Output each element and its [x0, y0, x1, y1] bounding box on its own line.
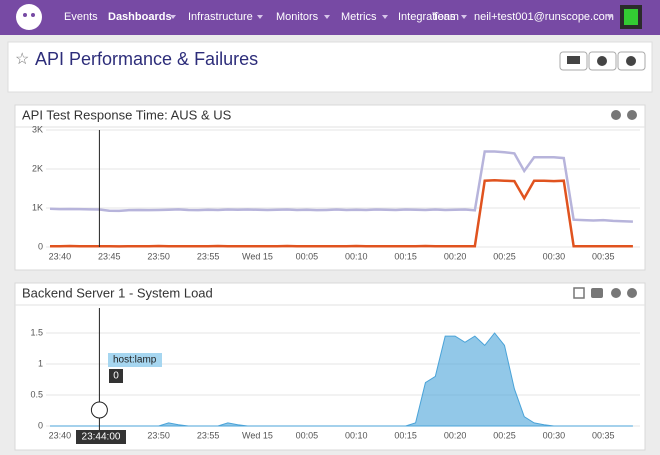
- nav-item[interactable]: Integrations: [398, 11, 456, 23]
- widget-settings[interactable]: [611, 110, 621, 120]
- y-tick-label: 0: [38, 241, 43, 251]
- star-icon[interactable]: ☆: [15, 51, 29, 68]
- y-tick-label: 0: [38, 420, 43, 430]
- tv-icon: [567, 56, 580, 64]
- series-line: [50, 179, 633, 248]
- tooltip-label: host:lamp: [113, 355, 157, 366]
- nav-item[interactable]: Infrastructure: [188, 11, 253, 23]
- tooltip-value: 0: [113, 371, 119, 382]
- y-tick-label: 1: [38, 358, 43, 368]
- nav-item[interactable]: Events: [64, 11, 98, 23]
- caret: [607, 15, 613, 19]
- logo-eye: [23, 13, 27, 17]
- x-tick-label: 23:45: [98, 251, 121, 261]
- tooltip-time: 23:44:00: [82, 432, 121, 443]
- x-tick-label: 23:55: [197, 251, 220, 261]
- dashboard-title: API Performance & Failures: [35, 49, 258, 69]
- x-tick-label: 00:20: [444, 430, 467, 440]
- x-tick-label: 00:25: [493, 251, 516, 261]
- tooltip-time-box: [76, 430, 126, 444]
- widget-close[interactable]: [627, 110, 637, 120]
- x-tick-label: 00:25: [493, 430, 516, 440]
- y-tick-label: 1K: [32, 202, 43, 212]
- caret: [170, 15, 176, 19]
- widget-close[interactable]: [627, 288, 637, 298]
- widget-panel: [14, 104, 646, 271]
- x-tick-label: Wed 15: [242, 251, 273, 261]
- x-tick-label: 00:35: [592, 430, 615, 440]
- x-tick-label: 23:55: [197, 430, 220, 440]
- x-tick-label: 23:40: [49, 251, 72, 261]
- nav-item[interactable]: Dashboards: [108, 11, 172, 23]
- x-tick-label: 23:50: [147, 251, 170, 261]
- tooltip-value-box: [109, 369, 123, 383]
- x-tick-label: 00:30: [543, 251, 566, 261]
- y-tick-label: 2K: [32, 163, 43, 173]
- avatar-art: [624, 9, 638, 25]
- x-tick-label: 00:30: [543, 430, 566, 440]
- series-line: [49, 150, 633, 223]
- logo-eye: [31, 13, 35, 17]
- caret: [257, 15, 263, 19]
- y-tick-label: 3K: [32, 124, 43, 134]
- widget-title: Backend Server 1 - System Load: [22, 285, 213, 300]
- widget-settings[interactable]: [611, 288, 621, 298]
- caret: [461, 15, 467, 19]
- nav-item[interactable]: Monitors: [276, 11, 319, 23]
- x-tick-label: 00:10: [345, 251, 368, 261]
- caret: [382, 15, 388, 19]
- x-tick-label: 00:05: [296, 430, 319, 440]
- logo[interactable]: [16, 4, 42, 30]
- x-tick-label: 23:40: [49, 430, 72, 440]
- x-tick-label: 00:15: [394, 430, 417, 440]
- widget-title: API Test Response Time: AUS & US: [22, 107, 232, 122]
- tooltip-label-box: [108, 353, 162, 367]
- x-tick-label: 00:05: [296, 251, 319, 261]
- y-tick-label: 1.5: [30, 327, 43, 337]
- header-panel: [7, 41, 653, 93]
- user-email[interactable]: neil+test001@runscope.com: [474, 11, 614, 23]
- x-tick-label: 00:10: [345, 430, 368, 440]
- cursor-marker: [90, 401, 108, 419]
- x-tick-label: 23:50: [147, 430, 170, 440]
- nav-item[interactable]: Team: [432, 11, 459, 23]
- widget-expand[interactable]: [573, 287, 585, 299]
- widget-snapshot[interactable]: [591, 288, 603, 298]
- x-tick-label: 00:15: [394, 251, 417, 261]
- x-tick-label: 00:20: [444, 251, 467, 261]
- nav-bar: [0, 0, 660, 35]
- settings-icon: [626, 56, 636, 66]
- caret: [324, 15, 330, 19]
- x-tick-label: 00:35: [592, 251, 615, 261]
- y-tick-label: 0.5: [30, 389, 43, 399]
- nav-item[interactable]: Metrics: [341, 11, 377, 23]
- info-icon: [597, 56, 607, 66]
- series-area: [50, 332, 633, 427]
- x-tick-label: Wed 15: [242, 430, 273, 440]
